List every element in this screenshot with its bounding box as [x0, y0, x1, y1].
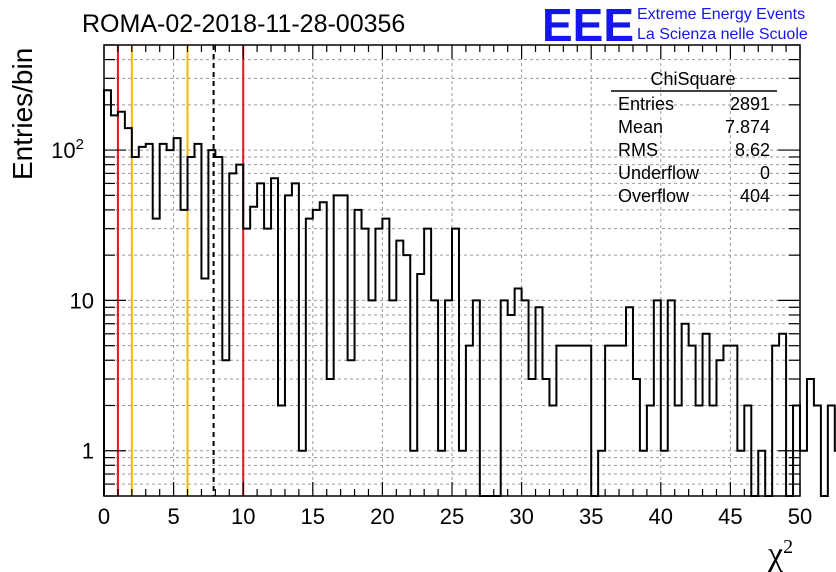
stats-label: RMS — [618, 140, 658, 160]
stats-rows: Entries 2891 Mean 7.874 RMS 8.62 Underflow 0 Ove… — [618, 94, 770, 206]
y-tick-label: 10 — [70, 288, 94, 313]
x-tick-label: 20 — [370, 504, 394, 529]
x-tick-label: 25 — [440, 504, 464, 529]
y-tick-label: 102 — [51, 136, 84, 163]
x-tick-label: 0 — [98, 504, 110, 529]
x-tick-label: 50 — [788, 504, 812, 529]
stats-label: Mean — [618, 117, 663, 137]
stats-title: ChiSquare — [650, 69, 735, 89]
logo-line-1: Extreme Energy Events — [637, 6, 805, 23]
reference-lines — [116, 45, 245, 496]
stats-label: Underflow — [618, 163, 700, 183]
x-axis-label-superscript: 2 — [783, 536, 793, 558]
x-tick-label: 10 — [231, 504, 255, 529]
y-axis-label: Entries/bin — [7, 48, 38, 180]
axis-ticks — [103, 44, 801, 497]
stats-value: 2891 — [730, 94, 770, 114]
x-tick-label: 40 — [649, 504, 673, 529]
y-tick-label: 1 — [82, 439, 94, 464]
stats-box: ChiSquare Entries 2891 Mean 7.874 RMS 8.62 Und… — [611, 69, 777, 206]
x-axis-label-base: χ — [767, 536, 783, 572]
x-tick-label: 35 — [579, 504, 603, 529]
eee-logo: EEE Extreme Energy Events La Scienza nel… — [542, 0, 808, 51]
stats-value: 404 — [740, 186, 770, 206]
histogram-outline — [103, 89, 836, 497]
x-tick-label: 45 — [718, 504, 742, 529]
logo-line-2: La Scienza nelle Scuole — [637, 26, 808, 43]
grid — [104, 45, 800, 496]
x-tick-label: 30 — [509, 504, 533, 529]
logo-mark: EEE — [542, 0, 634, 51]
x-tick-label: 5 — [167, 504, 179, 529]
chart-title: ROMA-02-2018-11-28-00356 — [82, 10, 405, 38]
stats-value: 8.62 — [735, 140, 770, 160]
x-axis-label: χ2 — [767, 536, 793, 572]
stats-label: Entries — [618, 94, 674, 114]
stats-value: 0 — [760, 163, 770, 183]
y-tick-label-exponent: 2 — [76, 136, 84, 153]
stats-label: Overflow — [618, 186, 690, 206]
x-tick-label: 15 — [301, 504, 325, 529]
stats-value: 7.874 — [725, 117, 770, 137]
histogram — [103, 89, 836, 497]
